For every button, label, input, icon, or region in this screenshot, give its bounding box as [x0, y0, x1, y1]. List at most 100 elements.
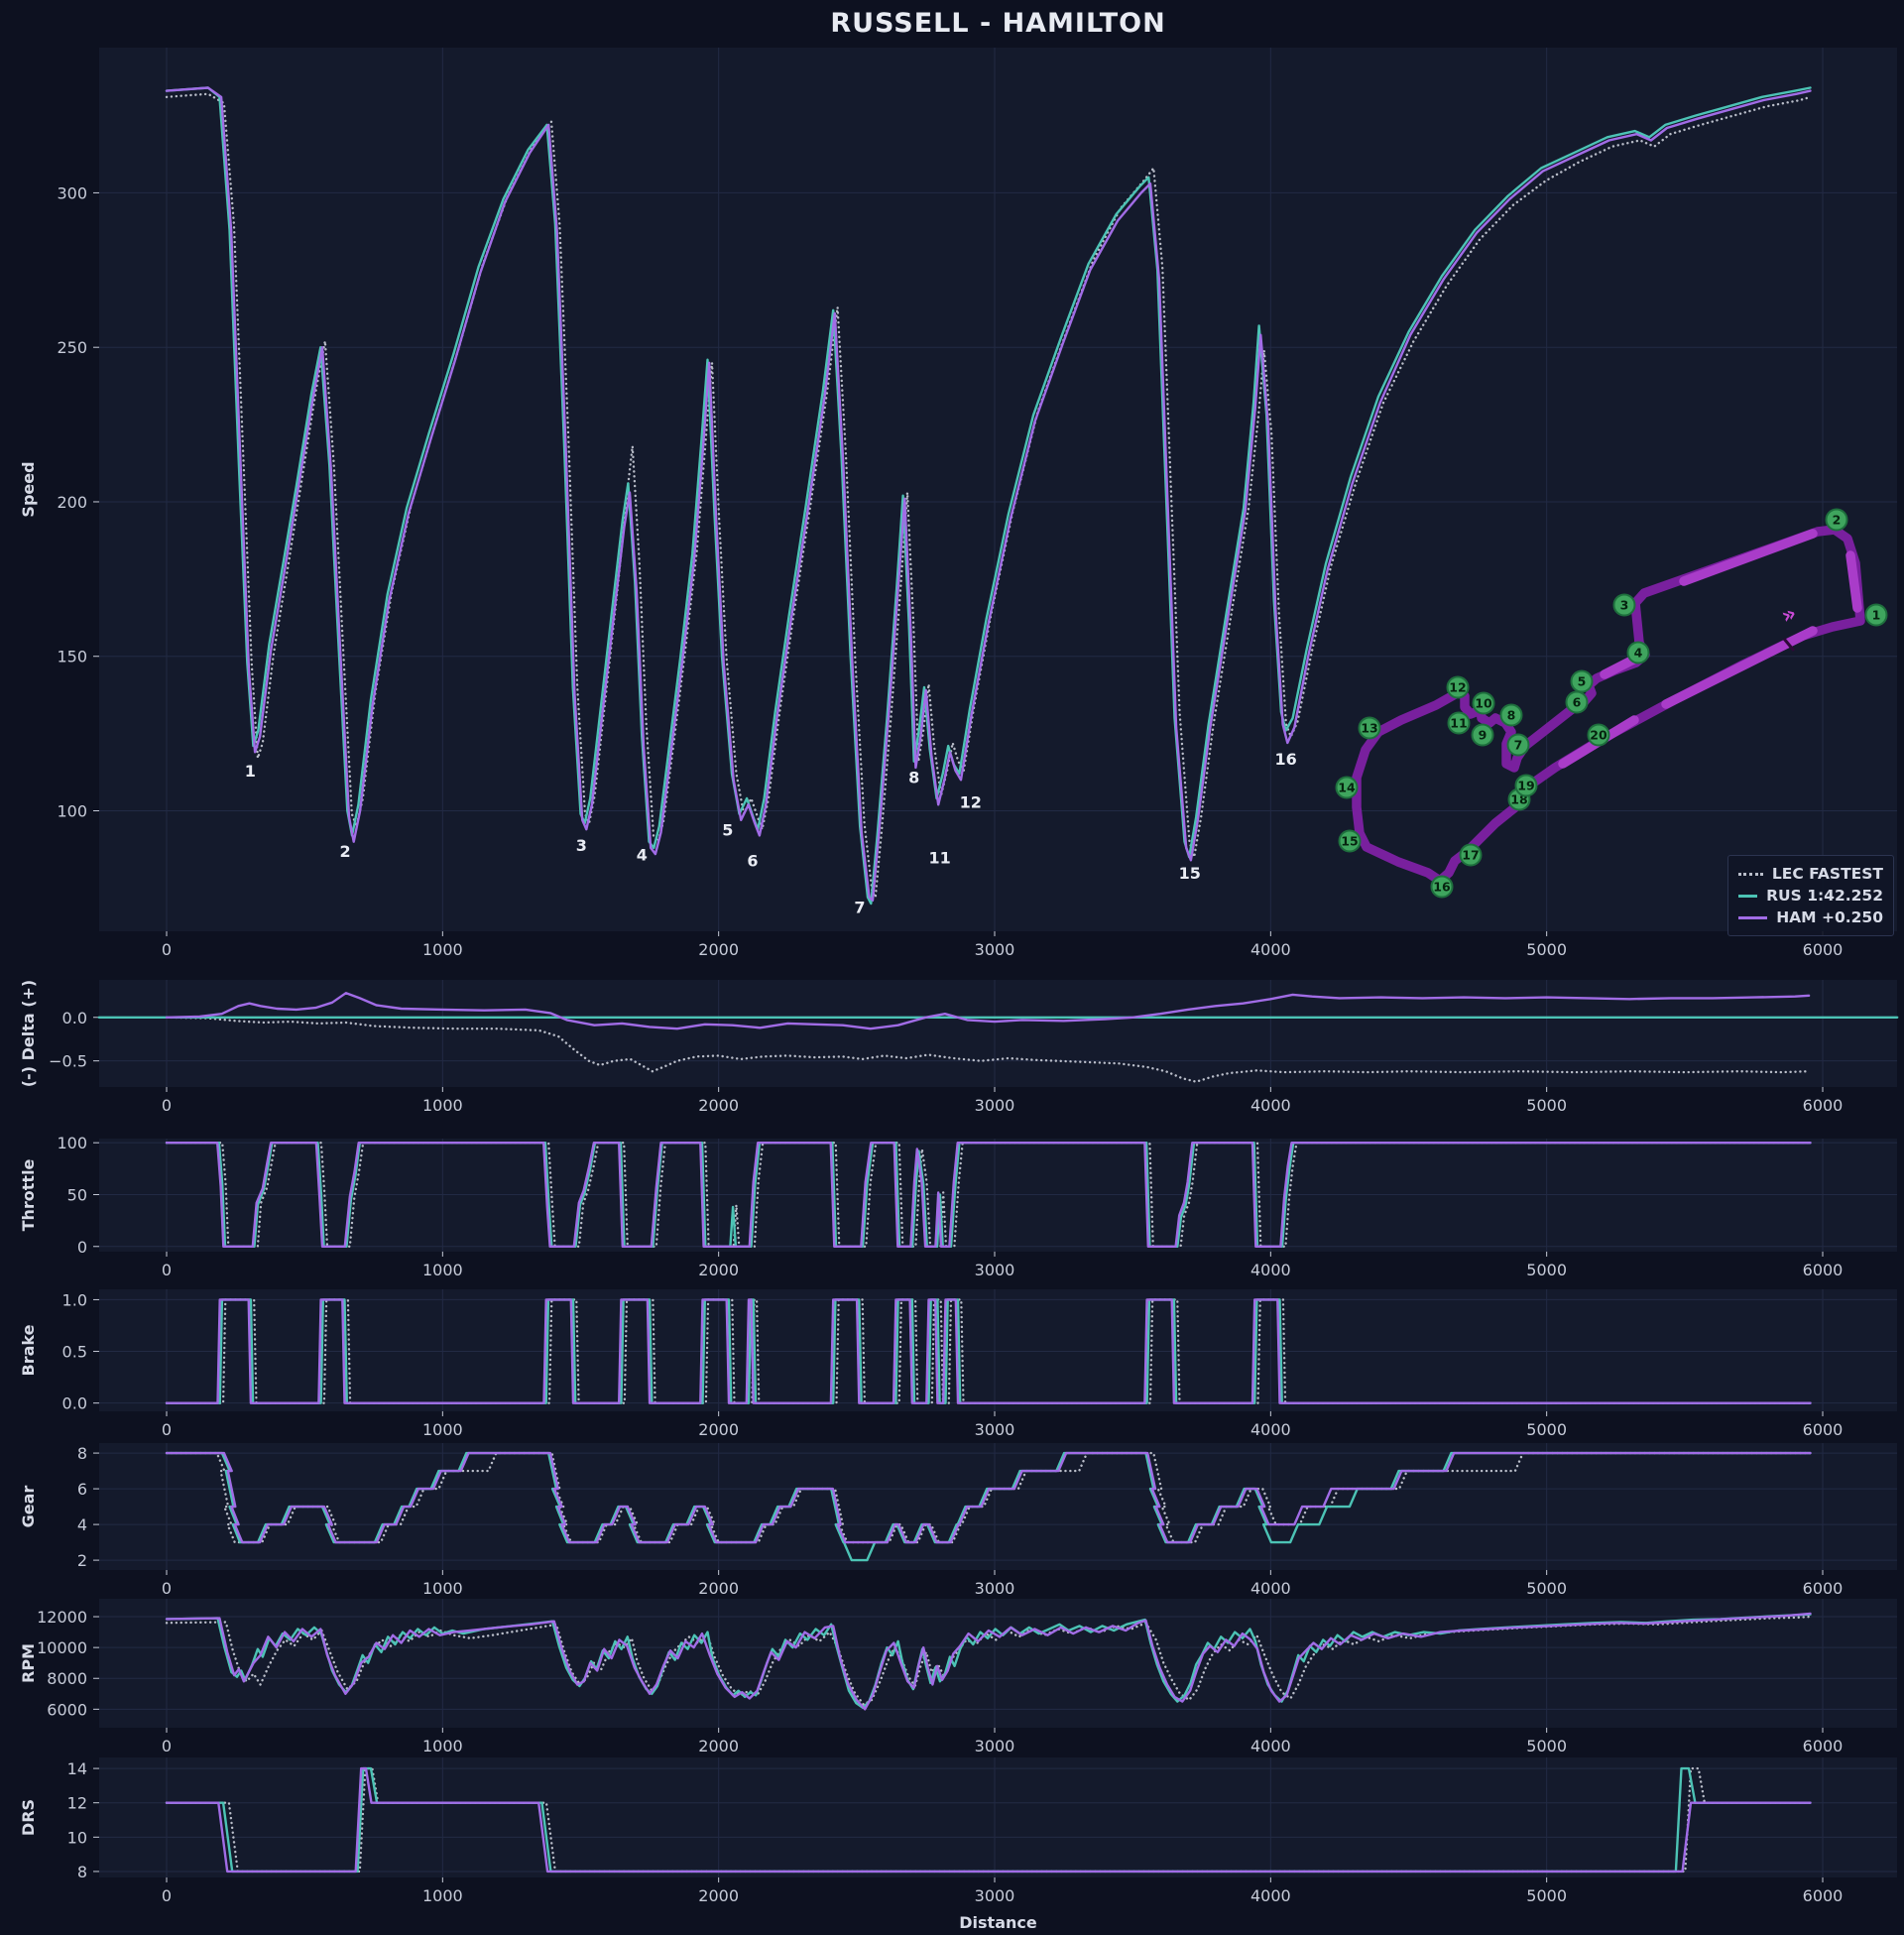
track-corner-marker-9: 9: [1471, 723, 1494, 747]
drs-y-tick-label: 8: [77, 1863, 87, 1881]
trace-speed-ham: [165, 86, 1812, 902]
track-corner-marker-2: 2: [1825, 508, 1848, 532]
track-highlight-segment: [1661, 626, 1818, 709]
track-outline: [1352, 525, 1865, 886]
x-axis-title: Distance: [959, 1913, 1037, 1932]
throttle-x-tick-label: 4000: [1250, 1261, 1291, 1279]
delta-x-tick-label: 0: [162, 1096, 172, 1115]
track-highlight-segment: [1845, 550, 1862, 613]
delta-x-tick-label: 2000: [698, 1096, 739, 1115]
track-corner-marker-16: 16: [1430, 875, 1454, 899]
corner-circle: [1335, 776, 1359, 799]
gear-x-tick-label: 5000: [1526, 1579, 1567, 1598]
delta-plot-area: [99, 980, 1897, 1087]
trace-throttle-ham: [165, 1142, 1812, 1248]
corner-label-6: 6: [747, 852, 758, 871]
brake-axis-label: Brake: [19, 1324, 38, 1376]
speed-y-tick-label: 200: [57, 493, 87, 512]
track-corner-marker-14: 14: [1335, 776, 1359, 799]
corner-label-3: 3: [576, 836, 587, 855]
legend-item-ham: HAM +0.250: [1738, 907, 1883, 928]
speed-x-tick-label: 0: [162, 940, 172, 959]
track-corner-marker-3: 3: [1612, 593, 1636, 617]
drs-y-tick-label: 12: [67, 1794, 87, 1813]
brake-x-tick-label: 4000: [1250, 1420, 1291, 1439]
corner-label-1: 1: [245, 762, 256, 781]
track-corner-marker-20: 20: [1587, 723, 1610, 747]
gear-x-tick-label: 0: [162, 1579, 172, 1598]
panel-drs: 8 10 12 14 DRS 0 1000 2000 3000 4000 5000 6000: [19, 1757, 1897, 1905]
corner-label-2: 2: [340, 842, 351, 861]
delta-x-tick-label: 3000: [975, 1096, 1015, 1115]
corner-label-16: 16: [1275, 750, 1297, 769]
brake-x-tick-label: 0: [162, 1420, 172, 1439]
corner-circle: [1358, 716, 1381, 740]
trace-speed-rus: [165, 86, 1812, 906]
track-corner-marker-10: 10: [1472, 691, 1495, 715]
corner-circle: [1447, 711, 1471, 735]
speed-axis-label: Speed: [19, 461, 38, 517]
corner-circle: [1338, 829, 1362, 853]
corner-number: 16: [1433, 880, 1451, 895]
track-corner-marker-15: 15: [1338, 829, 1362, 853]
drs-x-tick-label: 4000: [1250, 1886, 1291, 1905]
brake-x-tick-label: 5000: [1526, 1420, 1567, 1439]
gear-y-tick-label: 6: [77, 1480, 87, 1499]
drs-x-tick-label: 0: [162, 1886, 172, 1905]
drs-x-tick-label: 2000: [698, 1886, 739, 1905]
throttle-y-tick-label: 100: [57, 1134, 87, 1152]
start-direction-icon: »: [1778, 601, 1801, 630]
corner-circle: [1825, 508, 1848, 532]
legend-line-sample-rus: [1738, 894, 1758, 898]
speed-x-tick-label: 3000: [975, 940, 1015, 959]
panel-speed: 100 150 200 250 300 Speed 0 1000 2000 3000 4000 500…: [19, 48, 1897, 959]
corner-number: 19: [1517, 779, 1534, 793]
drs-plot-area: [99, 1757, 1897, 1877]
corner-circle: [1430, 875, 1454, 899]
speed-y-tick-label: 250: [57, 338, 87, 357]
legend-label-rus: RUS 1:42.252: [1766, 887, 1883, 905]
rpm-plot-area: [99, 1599, 1897, 1728]
delta-x-tick-label: 6000: [1803, 1096, 1844, 1115]
delta-x-tick-label: 4000: [1250, 1096, 1291, 1115]
rpm-axis-label: RPM: [19, 1643, 38, 1683]
track-corner-marker-6: 6: [1565, 690, 1589, 714]
corner-number: 7: [1514, 738, 1523, 753]
brake-plot-area: [99, 1289, 1897, 1411]
legend-line-sample-ham: [1738, 915, 1768, 919]
speed-x-tick-label: 6000: [1803, 940, 1844, 959]
speed-y-tick-label: 150: [57, 648, 87, 666]
track-corner-marker-11: 11: [1447, 711, 1471, 735]
gear-plot-area: [99, 1443, 1897, 1570]
panel-throttle: 0 50 100 Throttle 0 1000 2000 3000 4000 5000 6000: [19, 1134, 1897, 1279]
corner-label-4: 4: [637, 845, 648, 864]
delta-x-tick-label: 1000: [422, 1096, 463, 1115]
drs-x-tick-label: 5000: [1526, 1886, 1567, 1905]
gear-x-tick-label: 1000: [422, 1579, 463, 1598]
corner-label-8: 8: [908, 768, 919, 786]
brake-x-tick-label: 1000: [422, 1420, 463, 1439]
brake-y-tick-label: 0.5: [62, 1343, 87, 1362]
rpm-y-tick-label: 8000: [47, 1669, 87, 1688]
corner-label-12: 12: [960, 792, 982, 811]
corner-label-15: 15: [1179, 864, 1201, 883]
trace-delta-ham: [165, 992, 1811, 1030]
corner-circle: [1587, 723, 1610, 747]
corner-number: 9: [1479, 728, 1488, 743]
legend-item-lec: LEC FASTEST: [1738, 863, 1883, 885]
track-corner-marker-8: 8: [1499, 703, 1523, 727]
corner-number: 2: [1833, 513, 1842, 528]
throttle-axis-label: Throttle: [19, 1158, 38, 1231]
corner-number: 4: [1634, 646, 1643, 661]
speed-x-tick-label: 2000: [698, 940, 739, 959]
rpm-x-tick-label: 4000: [1250, 1737, 1291, 1755]
track-corner-marker-19: 19: [1514, 774, 1538, 797]
corner-circle: [1565, 690, 1589, 714]
track-corner-marker-7: 7: [1506, 733, 1530, 757]
drs-x-tick-label: 6000: [1803, 1886, 1844, 1905]
gear-y-tick-label: 8: [77, 1444, 87, 1463]
speed-x-tick-label: 1000: [422, 940, 463, 959]
corner-number: 12: [1449, 680, 1466, 695]
corner-circle: [1471, 723, 1494, 747]
throttle-x-tick-label: 5000: [1526, 1261, 1567, 1279]
